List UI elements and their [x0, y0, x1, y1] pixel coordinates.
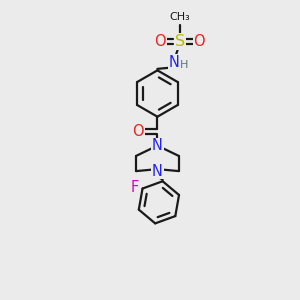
Text: CH₃: CH₃	[169, 12, 190, 22]
Text: O: O	[132, 124, 144, 139]
Text: H: H	[180, 60, 188, 70]
Text: F: F	[131, 180, 139, 195]
Text: O: O	[193, 34, 205, 49]
Text: S: S	[175, 34, 185, 49]
Text: O: O	[154, 34, 166, 49]
Text: N: N	[152, 138, 163, 153]
Text: N: N	[152, 164, 163, 178]
Text: N: N	[168, 55, 179, 70]
